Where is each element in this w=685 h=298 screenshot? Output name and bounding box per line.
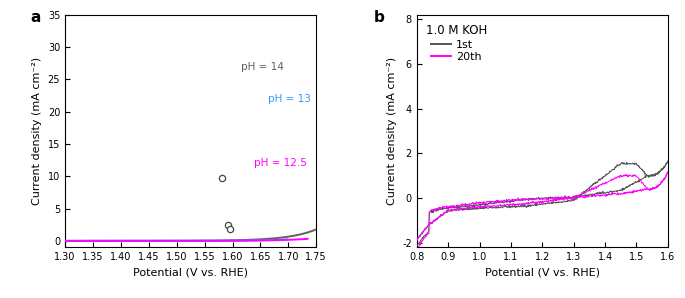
Text: a: a <box>30 10 40 25</box>
Text: pH = 13: pH = 13 <box>268 94 310 104</box>
Text: pH = 14: pH = 14 <box>241 62 284 72</box>
X-axis label: Potential (V vs. RHE): Potential (V vs. RHE) <box>485 268 600 278</box>
X-axis label: Potential (V vs. RHE): Potential (V vs. RHE) <box>133 268 248 278</box>
Legend: 1st, 20th: 1st, 20th <box>422 21 490 66</box>
Y-axis label: Current density (mA cm⁻²): Current density (mA cm⁻²) <box>32 57 42 205</box>
Y-axis label: Current density (mA cm⁻²): Current density (mA cm⁻²) <box>386 57 397 205</box>
Text: pH = 12.5: pH = 12.5 <box>253 159 307 168</box>
Text: b: b <box>374 10 385 25</box>
